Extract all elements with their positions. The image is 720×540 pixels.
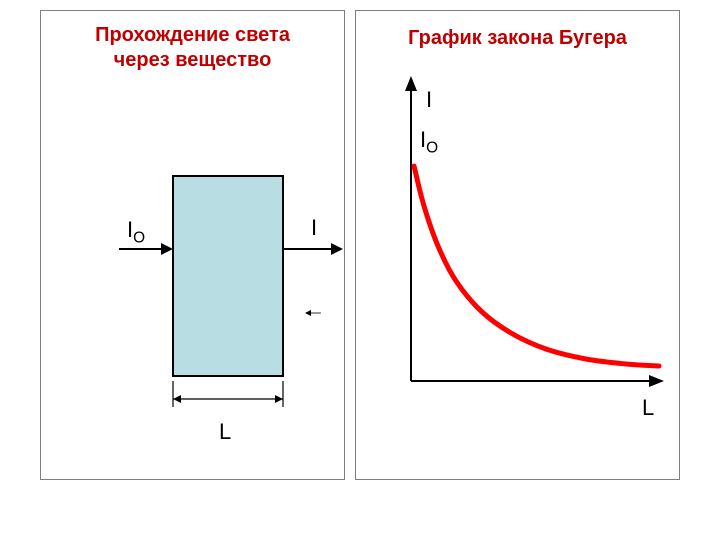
decay-curve <box>414 166 659 366</box>
right-chart-svg <box>356 11 681 481</box>
i-label: I <box>311 215 317 241</box>
dim-arrow-right <box>275 395 283 403</box>
y-axis-label: I <box>426 87 432 113</box>
x-axis-arrow <box>649 375 664 387</box>
dim-arrow-left <box>173 395 181 403</box>
y-axis-arrow <box>405 76 417 91</box>
small-arrow-head <box>305 310 311 316</box>
io-label: IO <box>127 217 145 247</box>
l-label-left: L <box>219 419 231 445</box>
x-axis-label: L <box>642 395 654 421</box>
substance-rect <box>173 176 283 376</box>
right-panel: График закона Бугера I IO L <box>355 10 680 480</box>
i-arrow-head <box>331 243 343 255</box>
left-diagram-svg <box>41 11 346 481</box>
io-arrow-head <box>161 243 173 255</box>
left-panel: Прохождение света через вещество IO I <box>40 10 345 480</box>
io-axis-label: IO <box>420 127 438 157</box>
